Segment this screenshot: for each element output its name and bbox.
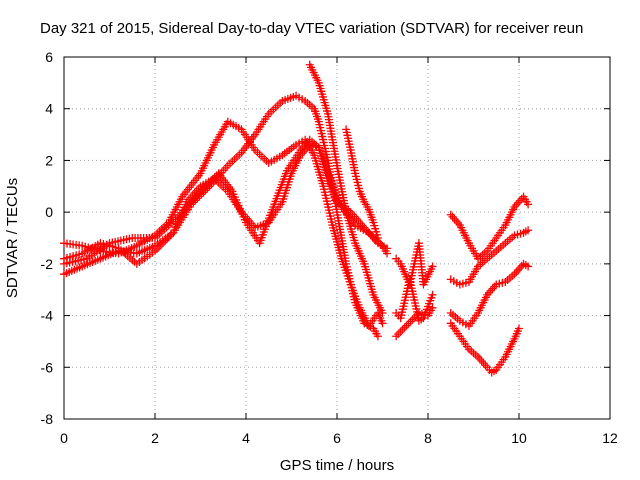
data-series (60, 60, 533, 377)
series (446, 259, 533, 330)
data-point (524, 262, 533, 271)
data-point (428, 262, 437, 271)
x-tick-label: 8 (424, 430, 432, 446)
x-tick-label: 4 (242, 430, 250, 446)
series (446, 319, 523, 377)
y-tick-label: 0 (45, 204, 53, 220)
chart-title: Day 321 of 2015, Sidereal Day-to-day VTE… (40, 20, 583, 37)
data-point (524, 226, 533, 235)
y-tick-label: -8 (41, 411, 54, 427)
series (392, 239, 437, 289)
series (60, 135, 392, 268)
x-tick-label: 6 (333, 430, 341, 446)
y-axis-label: SDTVAR / TECUs (4, 178, 21, 298)
y-tick-label: -6 (41, 359, 54, 375)
x-tick-label: 2 (151, 430, 159, 446)
data-point (378, 319, 387, 328)
data-point (373, 332, 382, 341)
data-point (383, 249, 392, 258)
y-tick-label: -4 (41, 308, 54, 324)
x-axis-label: GPS time / hours (280, 457, 394, 474)
x-tick-label: 10 (511, 430, 527, 446)
data-point (524, 200, 533, 209)
data-point (373, 234, 382, 242)
x-tick-label: 0 (60, 430, 68, 446)
x-tick-label: 12 (602, 430, 618, 446)
series (342, 125, 382, 242)
data-point (515, 324, 523, 333)
y-tick-label: 2 (45, 152, 53, 168)
y-tick-label: 6 (45, 49, 53, 65)
y-tick-label: -2 (41, 256, 54, 272)
axis-ticks: 0 2 4 6 8 10 12 -8 -6 -4 -2 0 2 4 6 (41, 49, 618, 446)
data-point (378, 308, 387, 317)
y-tick-label: 4 (45, 101, 53, 117)
series (446, 226, 533, 289)
series (305, 60, 387, 317)
series (392, 303, 437, 341)
series (446, 192, 533, 263)
data-point (428, 303, 437, 312)
data-point (428, 290, 437, 299)
